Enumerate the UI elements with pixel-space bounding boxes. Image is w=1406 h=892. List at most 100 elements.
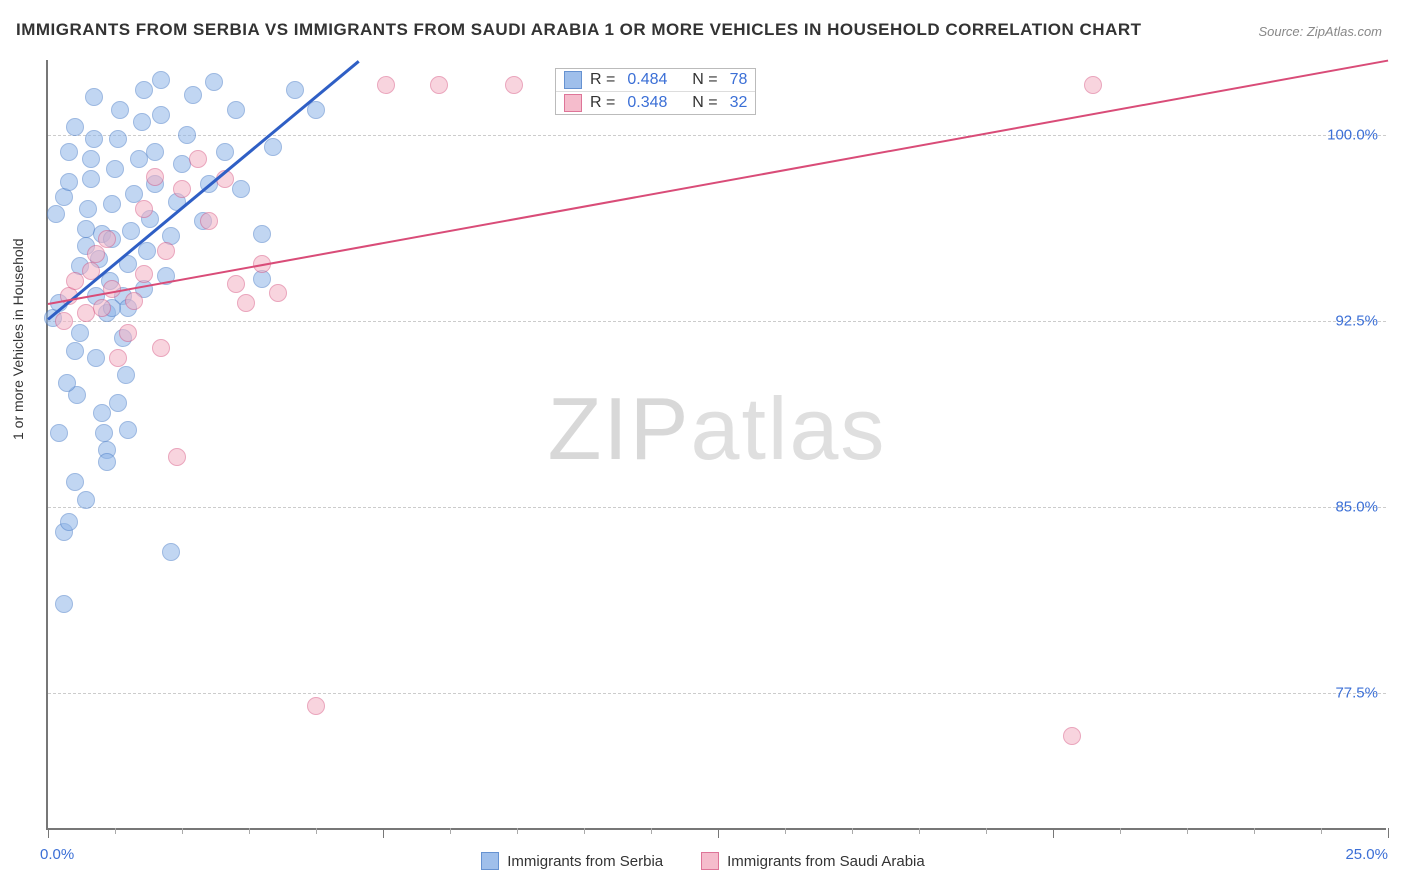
series-swatch <box>701 852 719 870</box>
scatter-point <box>135 265 153 283</box>
watermark-bold: ZIP <box>548 379 691 478</box>
x-tick-major <box>383 828 384 838</box>
scatter-point <box>152 106 170 124</box>
gridline <box>48 507 1386 508</box>
scatter-point <box>133 113 151 131</box>
scatter-point <box>71 324 89 342</box>
scatter-point <box>125 292 143 310</box>
scatter-point <box>178 126 196 144</box>
bottom-legend: Immigrants from Serbia Immigrants from S… <box>0 852 1406 870</box>
scatter-point <box>138 242 156 260</box>
stat-r-value: 0.484 <box>627 71 667 89</box>
stat-r-value: 0.348 <box>627 94 667 112</box>
scatter-point <box>264 138 282 156</box>
scatter-point <box>232 180 250 198</box>
scatter-point <box>152 339 170 357</box>
chart-title: IMMIGRANTS FROM SERBIA VS IMMIGRANTS FRO… <box>16 20 1142 40</box>
legend-stats-row: R = 0.348 N = 32 <box>556 92 755 114</box>
legend-label: Immigrants from Serbia <box>507 853 663 870</box>
x-tick-minor <box>584 828 585 834</box>
x-tick-minor <box>852 828 853 834</box>
gridline <box>48 135 1386 136</box>
gridline <box>48 693 1386 694</box>
x-tick-minor <box>115 828 116 834</box>
scatter-point <box>82 150 100 168</box>
x-tick-minor <box>182 828 183 834</box>
scatter-point <box>103 280 121 298</box>
y-tick-label: 100.0% <box>1327 126 1378 143</box>
y-tick-label: 92.5% <box>1335 312 1378 329</box>
scatter-point <box>95 424 113 442</box>
scatter-point <box>237 294 255 312</box>
stat-label-r: R = <box>590 71 615 89</box>
scatter-point <box>200 212 218 230</box>
scatter-point <box>173 180 191 198</box>
scatter-point <box>79 200 97 218</box>
series-swatch <box>564 71 582 89</box>
source-label: Source: ZipAtlas.com <box>1258 24 1382 39</box>
scatter-point <box>184 86 202 104</box>
x-tick-minor <box>1321 828 1322 834</box>
scatter-point <box>47 205 65 223</box>
scatter-point <box>122 222 140 240</box>
gridline <box>48 321 1386 322</box>
scatter-point <box>66 272 84 290</box>
y-axis-label: 1 or more Vehicles in Household <box>10 238 26 440</box>
scatter-point <box>87 349 105 367</box>
stat-label-n: N = <box>692 94 717 112</box>
legend-label: Immigrants from Saudi Arabia <box>727 853 925 870</box>
scatter-point <box>119 421 137 439</box>
x-tick-major <box>48 828 49 838</box>
scatter-point <box>117 366 135 384</box>
scatter-point <box>205 73 223 91</box>
x-tick-minor <box>1120 828 1121 834</box>
x-tick-minor <box>517 828 518 834</box>
scatter-point <box>253 225 271 243</box>
scatter-point <box>269 284 287 302</box>
x-tick-minor <box>316 828 317 834</box>
stat-n-value: 32 <box>730 94 748 112</box>
legend-stats-box: R = 0.484 N = 78 R = 0.348 N = 32 <box>555 68 756 115</box>
scatter-point <box>93 404 111 422</box>
y-tick-label: 85.0% <box>1335 499 1378 516</box>
scatter-point <box>98 453 116 471</box>
x-tick-minor <box>1187 828 1188 834</box>
scatter-point <box>135 200 153 218</box>
x-tick-minor <box>1254 828 1255 834</box>
scatter-point <box>307 697 325 715</box>
stat-n-value: 78 <box>730 71 748 89</box>
scatter-point <box>286 81 304 99</box>
scatter-point <box>216 143 234 161</box>
scatter-point <box>135 81 153 99</box>
x-tick-minor <box>986 828 987 834</box>
x-tick-minor <box>651 828 652 834</box>
scatter-point <box>77 491 95 509</box>
legend-item: Immigrants from Saudi Arabia <box>701 852 925 870</box>
scatter-point <box>227 275 245 293</box>
scatter-point <box>168 448 186 466</box>
scatter-point <box>109 394 127 412</box>
scatter-point <box>430 76 448 94</box>
scatter-point <box>119 324 137 342</box>
scatter-point <box>1084 76 1102 94</box>
scatter-point <box>93 299 111 317</box>
watermark: ZIPatlas <box>548 378 887 480</box>
scatter-point <box>1063 727 1081 745</box>
scatter-point <box>106 160 124 178</box>
scatter-point <box>189 150 207 168</box>
scatter-point <box>50 424 68 442</box>
scatter-point <box>66 118 84 136</box>
x-tick-major <box>1053 828 1054 838</box>
scatter-point <box>82 170 100 188</box>
x-tick-minor <box>785 828 786 834</box>
scatter-point <box>111 101 129 119</box>
scatter-point <box>58 374 76 392</box>
scatter-point <box>157 242 175 260</box>
scatter-point <box>98 230 116 248</box>
scatter-point <box>103 195 121 213</box>
watermark-thin: atlas <box>691 379 887 478</box>
x-tick-major <box>718 828 719 838</box>
scatter-point <box>85 88 103 106</box>
scatter-point <box>60 513 78 531</box>
scatter-point <box>60 143 78 161</box>
